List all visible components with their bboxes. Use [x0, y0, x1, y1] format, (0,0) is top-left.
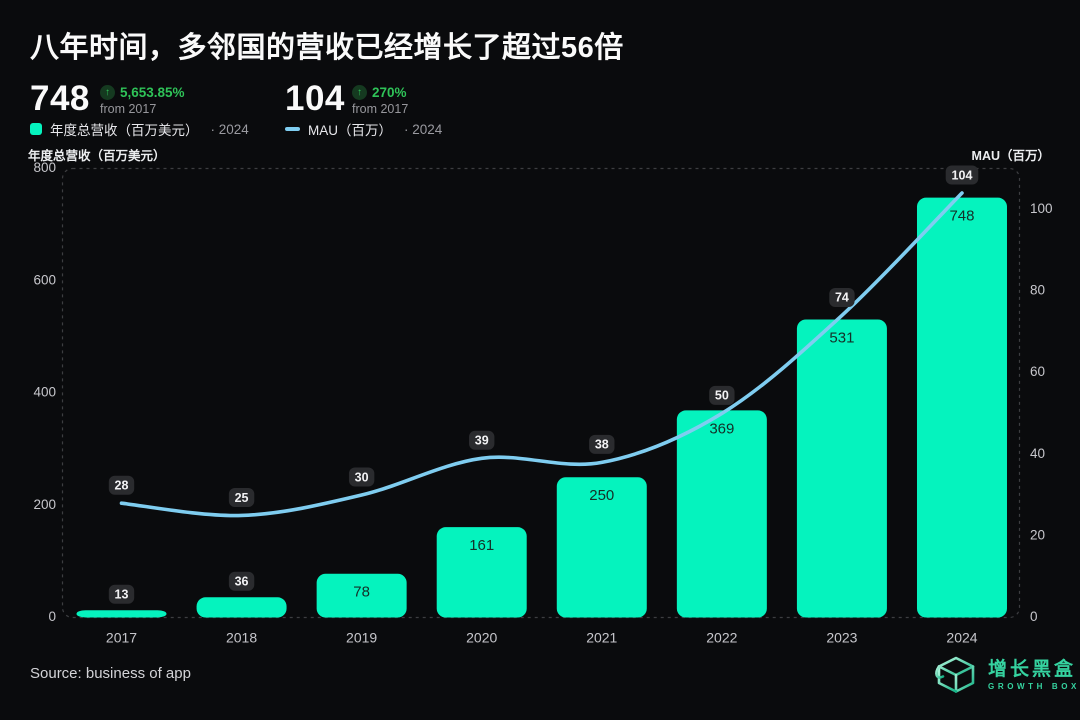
kpi-revenue-change-block: ↑ 5,653.85% from 2017: [100, 85, 185, 116]
bar-2019: [316, 573, 407, 618]
bar-2020: [436, 527, 527, 618]
logo-cn-text: 增长黑盒: [988, 658, 1077, 680]
bar-2021: [556, 477, 647, 618]
legend-revenue-label: 年度总营收（百万美元）: [50, 123, 199, 138]
kpi-mau-change-block: ↑ 270% from 2017: [352, 85, 408, 116]
legend-item-revenue: 年度总营收（百万美元） · 2024: [30, 121, 249, 138]
bar-value-2017-text: 13: [115, 588, 129, 602]
legend-revenue-suffix: · 2024: [210, 121, 249, 137]
mau-badge-2022-bg: [709, 385, 735, 405]
mau-badge-2021-text: 38: [595, 438, 609, 452]
x-tick-2021: 2021: [586, 630, 617, 646]
bar-value-2022: 369: [709, 420, 734, 437]
mau-badge-2019-text: 30: [355, 470, 369, 484]
bar-2024: [916, 197, 1007, 618]
mau-badge-2018-text: 25: [235, 491, 249, 505]
legend-mau-label: MAU（百万）: [308, 123, 392, 138]
kpi-mau-change: 270%: [372, 85, 407, 100]
mau-badge-2023-bg: [829, 287, 855, 307]
x-tick-2019: 2019: [346, 630, 377, 646]
bar-value-2024: 748: [949, 208, 974, 225]
mau-badge-2021-bg: [589, 434, 615, 454]
left-tick-400: 400: [33, 385, 56, 400]
kpi-mau: 104: [285, 79, 345, 118]
bar-2018: [196, 597, 287, 618]
left-tick-0: 0: [48, 609, 56, 624]
legend-mau-suffix: · 2024: [404, 121, 443, 137]
left-axis-title: 年度总营收（百万美元）: [28, 149, 166, 163]
up-arrow-icon: ↑: [100, 85, 115, 100]
mau-badge-2017-bg: [108, 475, 135, 495]
mau-badge-2019-bg: [348, 467, 375, 487]
mau-badge-2020-bg: [469, 430, 495, 450]
up-arrow-icon: ↑: [352, 85, 367, 100]
right-tick-60: 60: [1030, 364, 1045, 379]
mau-badge-2018-bg: [228, 487, 255, 507]
x-tick-2020: 2020: [466, 630, 497, 646]
kpi-revenue-value: 748: [30, 79, 90, 118]
bar-2023: [796, 319, 887, 618]
bar-value-2019: 78: [353, 584, 370, 601]
mau-badge-2024-text: 104: [952, 168, 973, 182]
plot-area-border: [61, 167, 1021, 619]
x-tick-2017: 2017: [106, 630, 137, 646]
right-tick-40: 40: [1030, 446, 1045, 461]
x-tick-2022: 2022: [706, 630, 737, 646]
mau-badge-2023-text: 74: [835, 291, 849, 305]
right-tick-0: 0: [1030, 609, 1038, 624]
x-tick-2023: 2023: [826, 630, 857, 646]
bar-value-2018-text: 36: [235, 575, 249, 589]
kpi-revenue-since: from 2017: [100, 102, 157, 116]
mau-badge-2022-text: 50: [715, 389, 729, 403]
bar-2022: [676, 410, 767, 618]
mau-badge-2017-text: 28: [115, 479, 129, 493]
growthbox-logo: 增长黑盒 GROWTH BOX: [933, 652, 1080, 698]
right-tick-80: 80: [1030, 283, 1045, 298]
x-tick-2024: 2024: [946, 630, 977, 646]
logo-en-text: GROWTH BOX: [988, 681, 1080, 691]
x-tick-2018: 2018: [226, 630, 257, 646]
right-tick-20: 20: [1030, 527, 1045, 542]
left-tick-200: 200: [33, 497, 56, 512]
kpi-revenue-change: 5,653.85%: [120, 85, 185, 100]
bar-value-2023: 531: [829, 329, 854, 346]
bar-value-2017-bg: [108, 584, 135, 604]
source-note: Source: business of app: [30, 665, 191, 682]
mau-badge-2020-text: 39: [475, 434, 489, 448]
left-tick-600: 600: [33, 272, 56, 287]
kpi-mau-since: from 2017: [352, 102, 409, 116]
bar-2017: [76, 610, 167, 618]
revenue-legend-swatch-icon: [30, 123, 42, 135]
kpi-revenue: 748: [30, 79, 90, 118]
mau-line: [119, 191, 964, 518]
page-title: 八年时间，多邻国的营收已经增长了超过56倍: [30, 32, 624, 64]
legend-item-mau: MAU（百万） · 2024: [285, 121, 443, 138]
right-tick-100: 100: [1030, 201, 1053, 216]
right-axis-title: MAU（百万）: [971, 149, 1050, 163]
mau-legend-line-icon: [285, 127, 300, 131]
bar-value-2018-bg: [228, 571, 255, 591]
growthbox-box-icon: [935, 656, 975, 693]
kpi-mau-value: 104: [285, 79, 345, 118]
bar-value-2021: 250: [589, 487, 614, 504]
mau-badge-2024-bg: [945, 165, 979, 185]
bar-value-2020: 161: [469, 537, 494, 554]
